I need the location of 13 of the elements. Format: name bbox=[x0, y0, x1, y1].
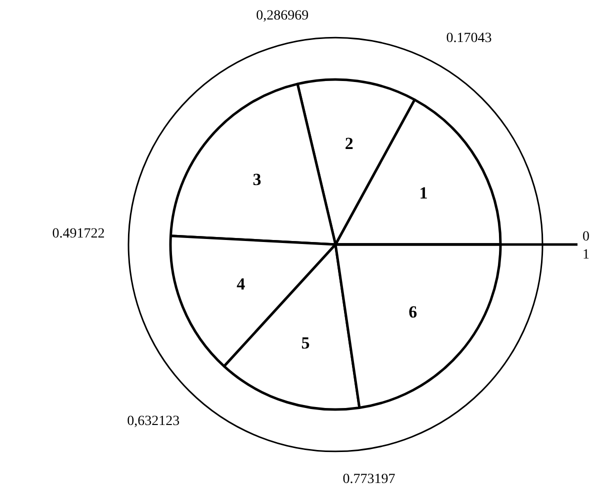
text: 0.773197 bbox=[342, 472, 396, 488]
slice-label: 1 bbox=[419, 183, 428, 202]
slice-label: 6 bbox=[408, 302, 418, 322]
text: 0.491722 bbox=[52, 226, 105, 242]
text: 1 bbox=[582, 248, 590, 262]
text: 0,286969 bbox=[256, 8, 309, 24]
slice-label: 5 bbox=[301, 333, 310, 352]
slice-label: 2 bbox=[344, 134, 354, 154]
text: 0 bbox=[582, 230, 590, 244]
slice-label: 4 bbox=[236, 274, 246, 294]
text: 0,632123 bbox=[127, 414, 180, 429]
slice-label: 3 bbox=[252, 170, 262, 189]
text: 0.17043 bbox=[446, 30, 492, 46]
